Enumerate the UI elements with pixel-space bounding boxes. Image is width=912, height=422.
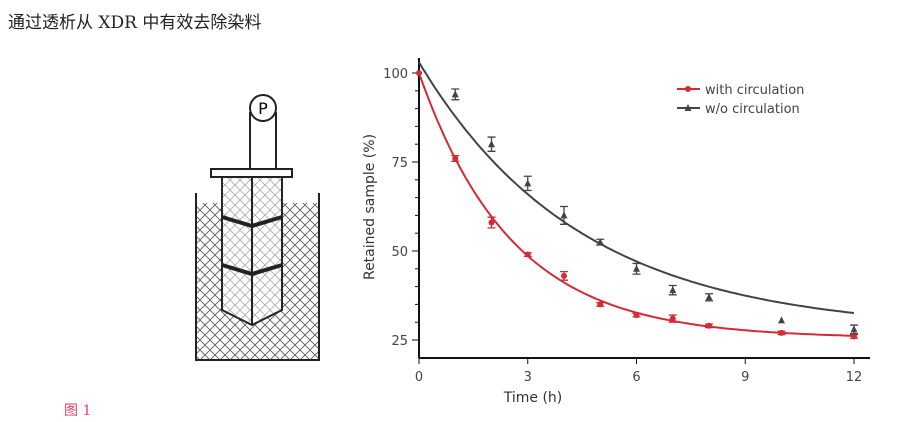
data-point <box>488 219 495 226</box>
holder <box>210 168 293 178</box>
legend-marker <box>685 86 691 92</box>
legend-label: w/o circulation <box>705 102 800 117</box>
page-title: 通过透析从 XDR 中有效去除染料 <box>8 13 262 33</box>
data-point <box>561 272 567 279</box>
beaker <box>195 193 320 361</box>
x-tick-label: 0 <box>415 370 423 385</box>
data-point <box>451 90 459 98</box>
legend-marker <box>684 104 692 111</box>
data-point <box>596 238 604 246</box>
data-point <box>488 140 495 148</box>
y-tick-label: 100 <box>383 67 408 82</box>
y-tick-label: 50 <box>391 245 408 260</box>
dialysis-diagram: P <box>195 94 320 361</box>
data-point <box>633 264 640 272</box>
data-point <box>452 155 459 162</box>
data-point <box>597 301 604 308</box>
data-point <box>850 325 858 333</box>
x-tick-label: 6 <box>632 370 640 385</box>
data-point <box>524 179 532 187</box>
data-point <box>669 286 677 294</box>
x-tick-label: 3 <box>524 370 532 385</box>
x-axis-label: Time (h) <box>503 390 563 406</box>
pump-icon <box>249 94 277 122</box>
pump-label: P <box>258 99 268 118</box>
data-point <box>416 70 422 76</box>
data-point <box>633 312 640 319</box>
x-tick-label: 9 <box>741 370 749 385</box>
legend-label: with circulation <box>705 83 804 98</box>
x-tick-label: 12 <box>846 370 863 385</box>
data-point <box>669 315 676 322</box>
data-point <box>705 293 713 301</box>
data-point <box>706 322 712 329</box>
data-point <box>778 316 785 324</box>
y-tick-label: 75 <box>391 156 408 171</box>
figure-label: 图 1 <box>64 403 92 419</box>
data-point <box>560 211 568 219</box>
y-tick-label: 25 <box>391 334 408 349</box>
fit-curve-1 <box>418 61 855 314</box>
data-point <box>778 329 785 336</box>
data-point <box>524 251 531 258</box>
y-axis-label: Retained sample (%) <box>362 134 378 280</box>
data-point <box>851 333 857 340</box>
